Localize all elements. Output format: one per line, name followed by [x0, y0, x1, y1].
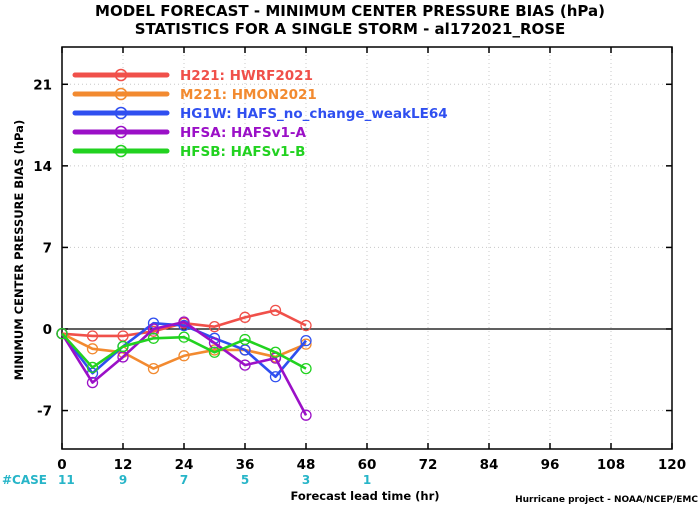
series-HAFSv1-B: [56, 327, 312, 375]
data-point: [239, 311, 251, 323]
legend-item: HFSA: HAFSv1-A: [72, 125, 307, 141]
data-point: [56, 327, 68, 340]
data-point: [147, 362, 160, 375]
data-point: [269, 346, 282, 358]
data-point: [86, 330, 99, 342]
series-line: [60, 321, 307, 379]
legend-label: H221: HWRF2021: [180, 68, 313, 84]
grid: [62, 47, 672, 449]
x-tick-label: 72: [419, 457, 438, 473]
data-point: [300, 338, 312, 350]
y-tick-label: 21: [33, 77, 52, 93]
legend-swatch-marker: [114, 68, 128, 82]
credit-text: Hurricane project - NOAA/NCEP/EMC: [515, 495, 698, 505]
case-row: #CASE 11 9 7 5 3 1: [2, 473, 371, 487]
data-point: [208, 346, 221, 358]
x-ticks: 0 12 24 36 48 60 72 84 96 108 120: [57, 47, 686, 473]
x-tick-label: 60: [358, 457, 377, 473]
legend-series-name: HWRF2021: [230, 68, 313, 84]
series-line: [61, 332, 307, 370]
legend-series-name: HAFSv1-A: [231, 125, 306, 141]
chart-title: MODEL FORECAST - MINIMUM CENTER PRESSURE…: [95, 2, 605, 20]
data-point: [239, 359, 251, 371]
x-tick-label: 96: [541, 457, 560, 473]
legend-code: HG1W:: [180, 106, 236, 122]
case-count: 7: [180, 473, 188, 487]
data-point: [269, 371, 282, 383]
legend-swatch-marker: [114, 106, 128, 120]
y-tick-label: 14: [33, 159, 52, 175]
data-point: [147, 332, 160, 344]
x-tick-label: 108: [597, 457, 625, 473]
data-point: [86, 361, 99, 374]
x-tick-label: 24: [175, 457, 194, 473]
legend-label: HFSB: HAFSv1-B: [180, 144, 305, 160]
data-point: [239, 333, 251, 346]
x-tick-label: 48: [297, 457, 316, 473]
legend-code: M221:: [180, 87, 232, 103]
legend-swatch-marker: [114, 87, 128, 101]
series-layer: [56, 304, 312, 421]
legend-code: H221:: [180, 68, 230, 84]
legend-series-name: HAFSv1-B: [231, 144, 306, 160]
legend-code: HFSB:: [180, 144, 231, 160]
case-count: 1: [363, 473, 371, 487]
series-line: [61, 332, 307, 370]
data-point: [208, 337, 221, 349]
series-line: [60, 320, 308, 416]
x-tick-label: 12: [114, 457, 133, 473]
legend-swatch-marker: [114, 125, 128, 139]
data-point: [300, 362, 312, 375]
legend-item: M221: HMON2021: [72, 87, 317, 103]
y-tick-label: 0: [43, 322, 52, 338]
data-point: [178, 316, 190, 328]
data-point: [269, 304, 282, 316]
x-tick-label: 36: [236, 457, 255, 473]
data-point: [300, 319, 312, 332]
y-tick-label: 7: [43, 240, 52, 256]
data-point: [178, 331, 190, 343]
legend-item: HFSB: HAFSv1-B: [72, 144, 305, 160]
x-tick-label: 0: [57, 457, 66, 473]
data-point: [300, 334, 312, 347]
legend-label: HFSA: HAFSv1-A: [180, 125, 307, 141]
legend-series-name: HAFS_no_change_weakLE64: [236, 106, 447, 122]
y-tick-label: -7: [37, 404, 52, 420]
chart-subtitle: STATISTICS FOR A SINGLE STORM - al172021…: [135, 20, 566, 38]
x-tick-label: 120: [658, 457, 686, 473]
case-count: 5: [241, 473, 249, 487]
y-ticks: -7 0 7 14 21: [33, 77, 672, 420]
data-point: [208, 321, 221, 333]
legend-label: HG1W: HAFS_no_change_weakLE64: [180, 106, 448, 122]
legend: H221: HWRF2021 M221: HMON2021 HG1W: HAFS_n…: [72, 68, 448, 160]
data-point: [86, 376, 99, 389]
data-point: [300, 409, 312, 421]
x-tick-label: 84: [480, 457, 499, 473]
y-axis-label: MINIMUM CENTER PRESSURE BIAS (hPa): [12, 120, 26, 380]
x-axis-label: Forecast lead time (hr): [290, 489, 439, 503]
case-label: #CASE: [2, 473, 47, 487]
data-point: [117, 340, 129, 353]
legend-item: H221: HWRF2021: [72, 68, 313, 84]
case-count: 11: [58, 473, 75, 487]
data-point: [178, 350, 190, 362]
data-point: [147, 323, 160, 335]
case-count: 9: [119, 473, 127, 487]
legend-label: M221: HMON2021: [180, 87, 317, 103]
legend-series-name: HMON2021: [232, 87, 317, 103]
legend-swatch-marker: [114, 144, 128, 158]
legend-code: HFSA:: [180, 125, 231, 141]
data-point: [86, 343, 99, 355]
legend-item: HG1W: HAFS_no_change_weakLE64: [72, 106, 448, 122]
case-count: 3: [302, 473, 310, 487]
